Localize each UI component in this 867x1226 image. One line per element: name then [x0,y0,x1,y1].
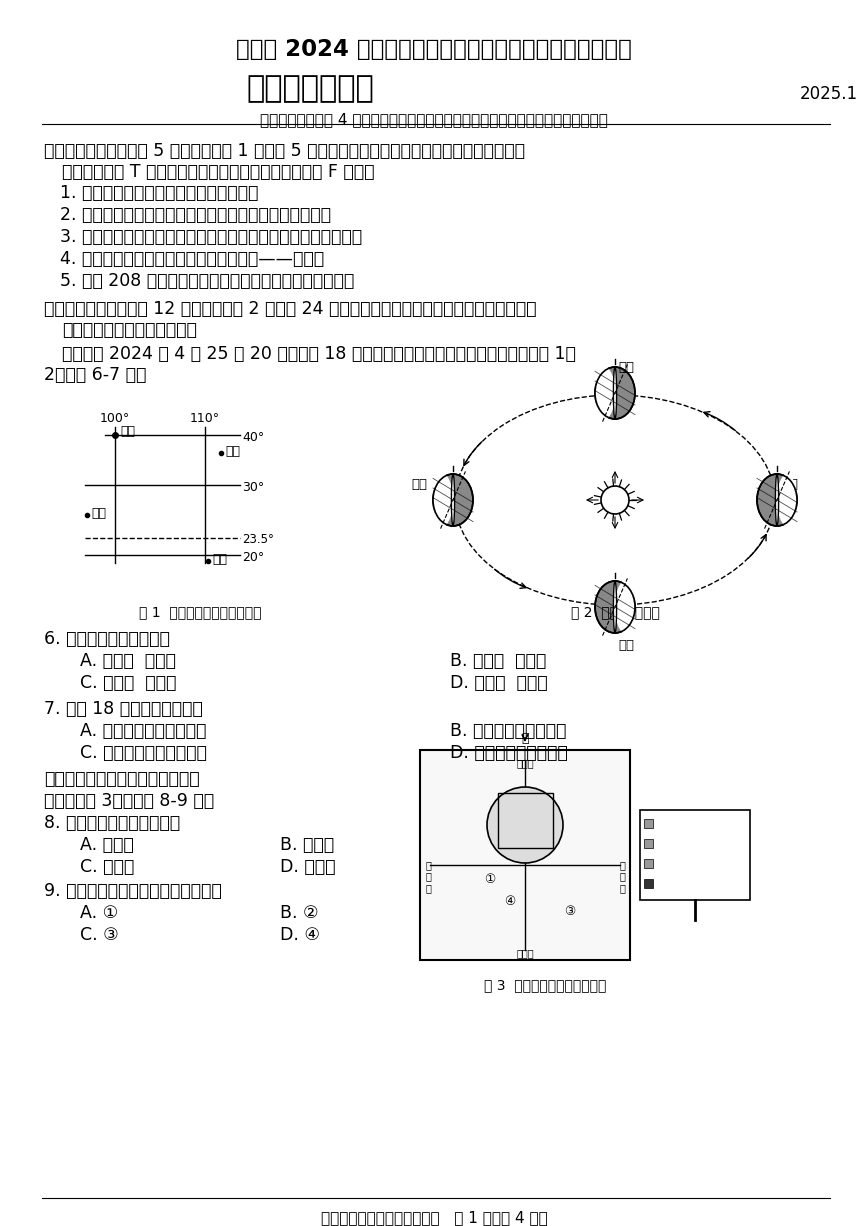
Text: ■ 丘  480米: ■ 丘 480米 [656,883,707,893]
Text: C. 北半球  西半球: C. 北半球 西半球 [80,674,176,691]
Ellipse shape [433,474,473,526]
Text: 北: 北 [521,732,529,745]
Text: 东天门  360米: 东天门 360米 [656,823,707,832]
Bar [644,879,653,888]
Ellipse shape [757,474,797,526]
Bar [644,859,653,868]
Ellipse shape [613,581,616,633]
Text: 6. 酒泉卫星发射中心位于: 6. 酒泉卫星发射中心位于 [44,630,170,649]
Circle shape [487,787,563,863]
Text: 北天门: 北天门 [516,758,534,767]
Ellipse shape [777,474,797,526]
Text: 某地理小组前往天坛公园开展实践: 某地理小组前往天坛公园开展实践 [44,770,199,788]
Text: 冬至: 冬至 [782,478,798,490]
Text: 1. 大陆与它周围的岛屿合起来称为大洲。: 1. 大陆与它周围的岛屿合起来称为大洲。 [60,184,258,202]
Text: A. ①: A. ① [80,904,118,922]
Text: 春分: 春分 [618,360,634,374]
Text: 秋分: 秋分 [618,639,634,652]
Text: 东
天
门: 东 天 门 [619,859,625,894]
Text: D. 南半球处于盛夏季节: D. 南半球处于盛夏季节 [450,744,568,763]
Text: 西昌: 西昌 [91,508,106,520]
Bar [644,819,653,828]
Text: 活动。读图 3，完成第 8-9 题。: 活动。读图 3，完成第 8-9 题。 [44,792,214,810]
Ellipse shape [775,474,779,526]
Text: 相应题号后的 T 涂黑，错误的请将答题卷相应题号后的 F 涂黑）: 相应题号后的 T 涂黑，错误的请将答题卷相应题号后的 F 涂黑） [62,163,375,181]
Text: 2025.1: 2025.1 [800,85,858,103]
Text: 23.5°: 23.5° [242,533,274,546]
Text: 40°: 40° [242,432,264,444]
Text: 4. 禹建立起我国历史上第一个奴隶制王朝——夏朝。: 4. 禹建立起我国历史上第一个奴隶制王朝——夏朝。 [60,250,324,268]
Text: D. 南半球  西半球: D. 南半球 西半球 [450,674,548,691]
Ellipse shape [433,474,453,526]
Text: 西天门  680米: 西天门 680米 [656,843,707,853]
Ellipse shape [595,367,635,419]
Ellipse shape [613,367,616,419]
Text: C. 西天门: C. 西天门 [80,858,134,877]
Text: ④: ④ [505,895,516,908]
Text: A. 温州的白昼正逐渐变短: A. 温州的白昼正逐渐变短 [80,722,206,741]
Text: 夏至: 夏至 [411,478,427,490]
Text: 5. 公元 208 年的官渡之战，为三国鼎立局面奠定了基础。: 5. 公元 208 年的官渡之战，为三国鼎立局面奠定了基础。 [60,272,355,291]
Ellipse shape [615,581,635,633]
Text: 30°: 30° [242,481,264,494]
Text: 祈年殿: 祈年殿 [516,817,534,828]
Text: C. 北极圈以北有极夜现象: C. 北极圈以北有极夜现象 [80,744,207,763]
Text: 文昌: 文昌 [212,553,227,566]
Ellipse shape [595,581,635,633]
Text: 7. 神州 18 号载人飞船发射时: 7. 神州 18 号载人飞船发射时 [44,700,203,718]
Text: 2，回答 6-7 题。: 2，回答 6-7 题。 [44,367,147,384]
Bar [644,839,653,848]
Text: ②: ② [539,840,551,853]
Text: 3. 私有制、阶级和国家的产生是人类进入文明社会的重要标志。: 3. 私有制、阶级和国家的产生是人类进入文明社会的重要标志。 [60,228,362,246]
Text: 温州市 2024 学年第一学期七年级（上）学业水平期末检测: 温州市 2024 学年第一学期七年级（上）学业水平期末检测 [236,38,632,61]
Text: D. 北天门: D. 北天门 [280,858,336,877]
Text: D. ④: D. ④ [280,926,320,944]
Text: B. 太阳直射点向北移动: B. 太阳直射点向北移动 [450,722,566,741]
Text: 110°: 110° [190,412,220,425]
Bar [420,750,630,960]
Text: 太原: 太原 [225,445,240,459]
Text: B. 昭亨门: B. 昭亨门 [280,836,334,855]
Text: 100°: 100° [100,412,130,425]
Text: A. 北半球  东半球: A. 北半球 东半球 [80,652,176,669]
Text: ③: ③ [564,905,576,918]
Text: B. ②: B. ② [280,904,319,922]
Text: 图 2  地球公转示意图: 图 2 地球公转示意图 [570,604,660,619]
Bar [640,810,750,900]
Text: 图 1  我国卫星发射中心的位置: 图 1 我国卫星发射中心的位置 [139,604,261,619]
Text: 选、错选、多选均不给分。）: 选、错选、多选均不给分。） [62,321,197,340]
Ellipse shape [452,474,454,526]
Text: 祈年殿  250米: 祈年殿 250米 [656,863,707,873]
Text: A. 东天门: A. 东天门 [80,836,134,855]
Text: 历史、地理部分: 历史、地理部分 [246,74,374,103]
Text: 20°: 20° [242,550,264,564]
Text: ①: ① [485,873,496,886]
Text: 2. 在地球仪上，经线指示东西方向，纬线指示南北方向。: 2. 在地球仪上，经线指示东西方向，纬线指示南北方向。 [60,206,331,224]
Text: 图 3  天坛公园平面图及指示牌: 图 3 天坛公园平面图及指示牌 [484,978,606,992]
Text: B. 南半球  东半球: B. 南半球 东半球 [450,652,546,669]
Text: 昭亨门: 昭亨门 [516,948,534,958]
Text: C. ③: C. ③ [80,926,119,944]
Text: 温馨提示：本卷共 4 页。所有试题的答案都必须写在答题卷上，答在试题卷上无效。: 温馨提示：本卷共 4 页。所有试题的答案都必须写在答题卷上，答在试题卷上无效。 [260,112,608,128]
Circle shape [601,485,629,514]
Text: 酒泉: 酒泉 [120,425,135,438]
Text: 一、判断题（本大题有 5 小题，每小题 1 分，共 5 分。判断下列说法是否正确，正确的请将答题卷: 一、判断题（本大题有 5 小题，每小题 1 分，共 5 分。判断下列说法是否正确… [44,142,525,161]
Text: 9. 右侧的指示牌最有可能位于图中的: 9. 右侧的指示牌最有可能位于图中的 [44,881,222,900]
Bar [498,793,553,848]
Ellipse shape [595,367,615,419]
Text: 二、选择题（本大题有 12 小题，每小题 2 分，共 24 分。请选出各题中一个最符合题意的选项，不: 二、选择题（本大题有 12 小题，每小题 2 分，共 24 分。请选出各题中一个… [44,300,537,318]
Text: 西
天
门: 西 天 门 [425,859,431,894]
Text: 8. 距离祈年殿最近的大门是: 8. 距离祈年殿最近的大门是 [44,814,180,832]
Text: 北京时间 2024 年 4 月 25 日 20 时，神州 18 号载人飞船在酒泉卫星发射中心升空。读图 1、: 北京时间 2024 年 4 月 25 日 20 时，神州 18 号载人飞船在酒泉… [62,345,576,363]
Text: 七年级（上）历史、地理部分   第 1 页（共 4 页）: 七年级（上）历史、地理部分 第 1 页（共 4 页） [321,1210,547,1225]
